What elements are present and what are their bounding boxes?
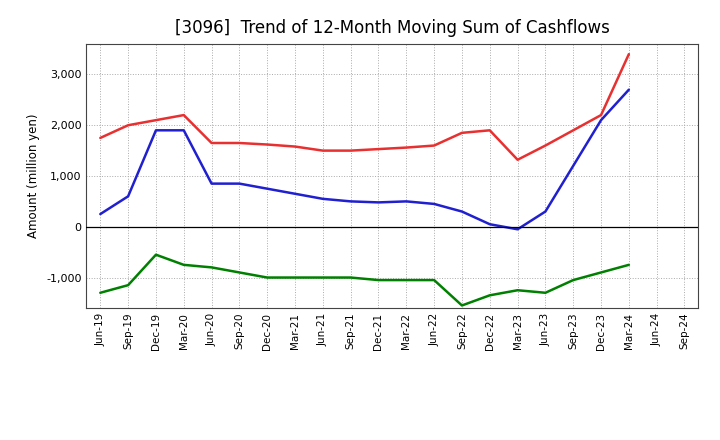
Investing Cashflow xyxy=(235,270,243,275)
Investing Cashflow xyxy=(624,262,633,268)
Investing Cashflow xyxy=(374,278,383,283)
Operating Cashflow xyxy=(541,143,550,148)
Free Cashflow xyxy=(346,199,355,204)
Investing Cashflow xyxy=(96,290,104,295)
Investing Cashflow xyxy=(402,278,410,283)
Investing Cashflow xyxy=(291,275,300,280)
Operating Cashflow xyxy=(430,143,438,148)
Title: [3096]  Trend of 12-Month Moving Sum of Cashflows: [3096] Trend of 12-Month Moving Sum of C… xyxy=(175,19,610,37)
Investing Cashflow xyxy=(179,262,188,268)
Investing Cashflow xyxy=(152,252,161,257)
Free Cashflow xyxy=(235,181,243,186)
Investing Cashflow xyxy=(485,293,494,298)
Investing Cashflow xyxy=(597,270,606,275)
Free Cashflow xyxy=(624,87,633,92)
Free Cashflow xyxy=(569,163,577,169)
Investing Cashflow xyxy=(569,278,577,283)
Y-axis label: Amount (million yen): Amount (million yen) xyxy=(27,114,40,238)
Investing Cashflow xyxy=(263,275,271,280)
Operating Cashflow xyxy=(485,128,494,133)
Investing Cashflow xyxy=(207,265,216,270)
Investing Cashflow xyxy=(318,275,327,280)
Operating Cashflow xyxy=(179,113,188,118)
Free Cashflow xyxy=(179,128,188,133)
Operating Cashflow xyxy=(402,145,410,150)
Free Cashflow xyxy=(597,117,606,123)
Operating Cashflow xyxy=(318,148,327,153)
Operating Cashflow xyxy=(152,117,161,123)
Investing Cashflow xyxy=(430,278,438,283)
Free Cashflow xyxy=(485,222,494,227)
Free Cashflow xyxy=(430,201,438,206)
Investing Cashflow xyxy=(513,288,522,293)
Free Cashflow xyxy=(513,227,522,232)
Free Cashflow xyxy=(318,196,327,202)
Line: Operating Cashflow: Operating Cashflow xyxy=(100,54,629,160)
Investing Cashflow xyxy=(124,282,132,288)
Free Cashflow xyxy=(374,200,383,205)
Free Cashflow xyxy=(402,199,410,204)
Free Cashflow xyxy=(152,128,161,133)
Free Cashflow xyxy=(291,191,300,196)
Operating Cashflow xyxy=(458,130,467,136)
Operating Cashflow xyxy=(96,135,104,140)
Operating Cashflow xyxy=(513,157,522,162)
Operating Cashflow xyxy=(624,51,633,57)
Operating Cashflow xyxy=(569,128,577,133)
Operating Cashflow xyxy=(374,147,383,152)
Operating Cashflow xyxy=(263,142,271,147)
Operating Cashflow xyxy=(597,113,606,118)
Free Cashflow xyxy=(458,209,467,214)
Operating Cashflow xyxy=(235,140,243,146)
Free Cashflow xyxy=(263,186,271,191)
Free Cashflow xyxy=(207,181,216,186)
Investing Cashflow xyxy=(346,275,355,280)
Operating Cashflow xyxy=(207,140,216,146)
Operating Cashflow xyxy=(291,144,300,149)
Free Cashflow xyxy=(124,194,132,199)
Operating Cashflow xyxy=(346,148,355,153)
Free Cashflow xyxy=(541,209,550,214)
Operating Cashflow xyxy=(124,123,132,128)
Free Cashflow xyxy=(96,212,104,217)
Line: Investing Cashflow: Investing Cashflow xyxy=(100,255,629,305)
Investing Cashflow xyxy=(458,303,467,308)
Investing Cashflow xyxy=(541,290,550,295)
Line: Free Cashflow: Free Cashflow xyxy=(100,90,629,229)
